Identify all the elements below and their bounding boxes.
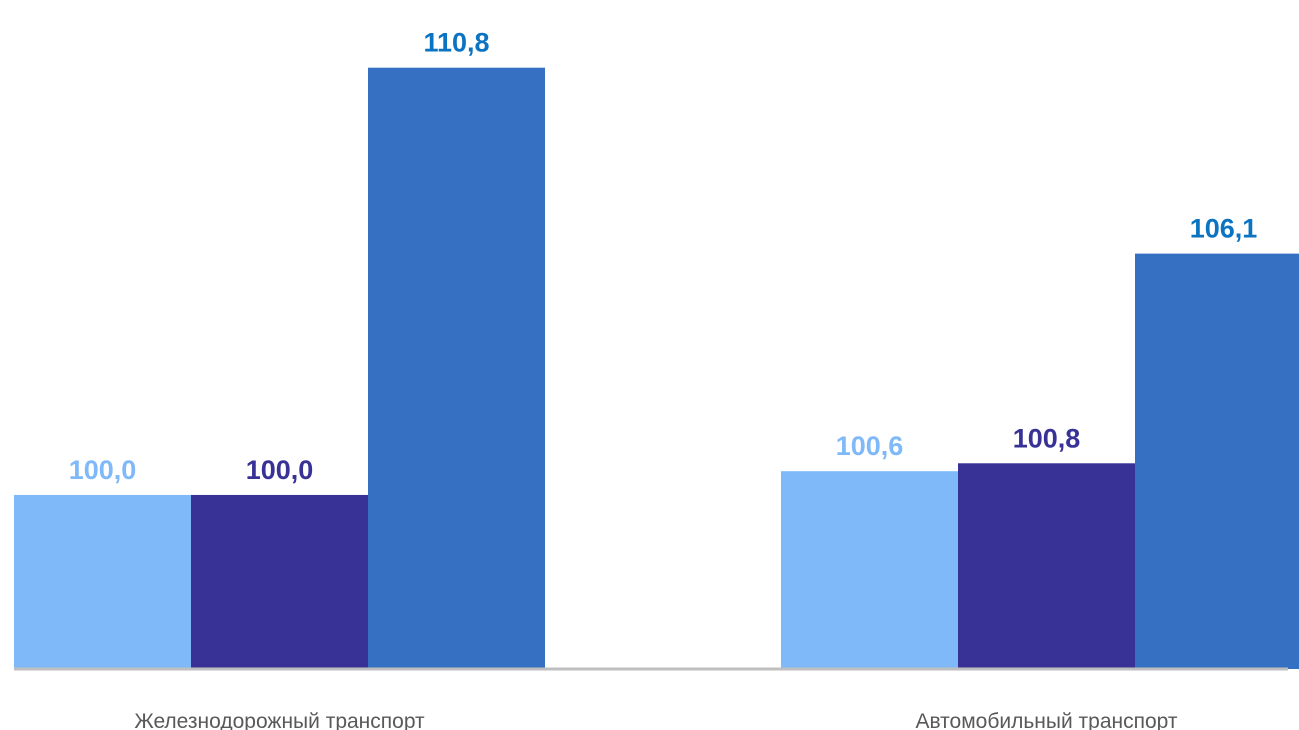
category-label-2: Автомобильный транспорт (915, 710, 1177, 730)
bars-layer (14, 67, 1299, 670)
category-label-1: Железнодорожный транспорт (134, 710, 425, 730)
bar-c1-s3 (368, 67, 545, 669)
value-label-c1-s1: 100,0 (69, 455, 137, 485)
bar-c1-s1 (14, 494, 191, 669)
bar-c2-s3 (1135, 253, 1299, 670)
bar-c1-s2 (191, 494, 368, 669)
value-label-c2-s1: 100,6 (836, 431, 904, 461)
bar-c2-s1 (781, 471, 958, 669)
value-label-c2-s2: 100,8 (1013, 423, 1081, 453)
value-label-c1-s3: 110,8 (423, 28, 489, 58)
category-labels-layer: Железнодорожный транспорт Автомобильный т… (134, 710, 1178, 730)
value-label-c1-s2: 100,0 (246, 455, 314, 485)
bar-c2-s2 (958, 463, 1135, 669)
value-labels-layer: 100,0 100,0 110,8 100,6 100,8 106,1 (69, 28, 1258, 485)
value-label-c2-s3: 106,1 (1190, 214, 1258, 244)
